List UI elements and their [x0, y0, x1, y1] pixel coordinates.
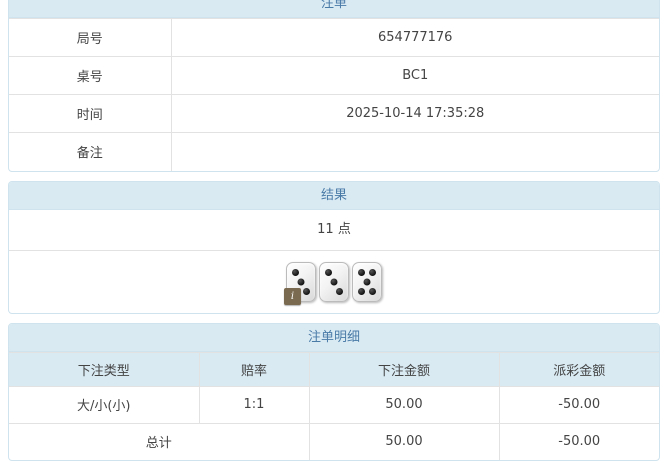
cell-odds: 1:1	[198, 385, 310, 424]
pip	[363, 278, 371, 285]
info-badge-icon[interactable]: i	[284, 287, 301, 305]
info-label-round-no: 局号	[9, 18, 172, 57]
die-1: i	[284, 261, 316, 305]
info-value-remark	[170, 132, 659, 171]
cell-total-payout: -50.00	[498, 422, 659, 460]
bet-detail-card-title: 注单明细	[9, 323, 659, 352]
bet-slip-card: 注单 局号 654777176 桌号 BC1 时间 2025-10-14 17:…	[8, 0, 660, 172]
table-total-row: 总计 50.00 -50.00	[9, 422, 659, 460]
pip	[369, 268, 376, 276]
info-value-table-no: BC1	[170, 56, 659, 95]
pip	[330, 278, 338, 285]
table-row: 桌号 BC1	[9, 56, 659, 95]
info-label-time: 时间	[9, 94, 172, 133]
die-3	[352, 261, 382, 302]
table-header-row: 下注类型 赔率 下注金额 派彩金额	[9, 351, 659, 387]
pip	[303, 287, 310, 295]
dice-row: i	[9, 251, 659, 313]
bet-detail-card: 注单明细 下注类型 赔率 下注金额 派彩金额 大/小(小) 1:1 50.00 …	[8, 322, 660, 461]
column-header-payout: 派彩金额	[498, 351, 659, 387]
info-value-round-no: 654777176	[170, 18, 659, 57]
column-header-odds: 赔率	[198, 351, 310, 387]
table-row: 时间 2025-10-14 17:35:28	[9, 94, 659, 133]
table-row: 局号 654777176	[9, 18, 659, 57]
pip	[369, 287, 376, 295]
pip	[358, 287, 365, 295]
info-value-time: 2025-10-14 17:35:28	[170, 94, 659, 133]
cell-total-bet-amount: 50.00	[308, 422, 500, 460]
bet-slip-info-table: 局号 654777176 桌号 BC1 时间 2025-10-14 17:35:…	[9, 18, 659, 171]
result-points-text: 11 点	[9, 210, 659, 251]
cell-bet-type: 大/小(小)	[9, 385, 200, 424]
cell-payout: -50.00	[498, 385, 659, 424]
bet-slip-page: 注单 局号 654777176 桌号 BC1 时间 2025-10-14 17:…	[8, 0, 660, 461]
result-card: 结果 11 点 i	[8, 180, 660, 314]
pip	[325, 268, 332, 276]
column-header-bet-type: 下注类型	[9, 351, 200, 387]
cell-total-label: 总计	[9, 422, 310, 460]
die-2	[319, 261, 349, 302]
column-header-bet-amount: 下注金额	[308, 351, 500, 387]
info-label-remark: 备注	[9, 132, 172, 171]
table-row: 备注	[9, 132, 659, 171]
result-card-title: 结果	[9, 181, 659, 210]
bet-slip-card-title: 注单	[9, 0, 659, 18]
pip	[336, 287, 343, 295]
pip	[292, 268, 299, 276]
table-row: 大/小(小) 1:1 50.00 -50.00	[9, 385, 659, 424]
bet-detail-table: 下注类型 赔率 下注金额 派彩金额 大/小(小) 1:1 50.00 -50.0…	[9, 351, 659, 460]
pip	[297, 278, 305, 285]
pip	[358, 268, 365, 276]
info-label-table-no: 桌号	[9, 56, 172, 95]
cell-bet-amount: 50.00	[308, 385, 500, 424]
